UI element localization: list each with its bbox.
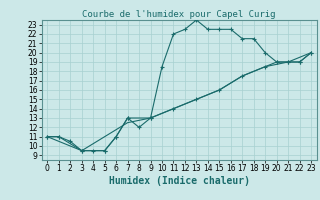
Title: Courbe de l'humidex pour Capel Curig: Courbe de l'humidex pour Capel Curig: [83, 10, 276, 19]
X-axis label: Humidex (Indice chaleur): Humidex (Indice chaleur): [109, 176, 250, 186]
